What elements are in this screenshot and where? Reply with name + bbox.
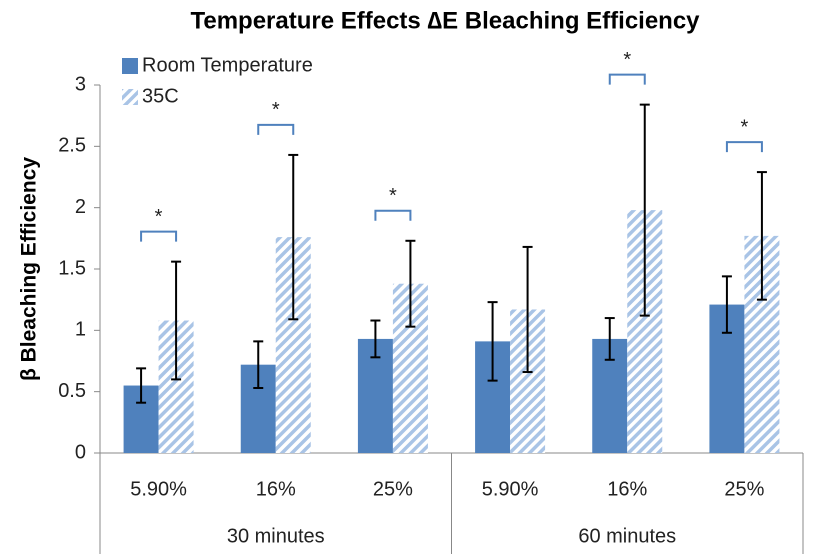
group-label: 60 minutes [578,525,676,547]
significance-bracket [374,209,412,221]
x-tick-label: 5.90% [130,478,187,500]
significance-label: * [272,99,280,121]
error-bar [405,239,416,328]
y-tick-label: 2 [75,196,86,218]
legend-swatch [122,58,138,74]
error-bar [253,340,264,389]
legend-label: Room Temperature [142,54,313,76]
error-bar [721,275,732,334]
significance-label: * [623,49,631,71]
error-bar [639,103,650,317]
significance-label: * [389,185,397,207]
legend-swatch [122,89,138,105]
error-bar [136,367,147,404]
error-bar [604,317,615,361]
chart-title: Temperature Effects ∆E Bleaching Efficie… [190,7,700,34]
y-tick-label: 0 [75,441,86,463]
error-bar [487,301,498,382]
legend-label: 35C [142,85,179,107]
x-tick-label: 25% [724,478,764,500]
significance-label: * [741,116,749,138]
group-label: 30 minutes [227,525,325,547]
y-tick-label: 3 [75,73,86,95]
significance-bracket [257,123,295,135]
error-bar [370,319,381,359]
significance-bracket [140,230,178,242]
y-tick-label: 1 [75,319,86,341]
error-bar [288,153,299,321]
y-axis-label: β Bleaching Efficiency [18,157,41,381]
error-bar [171,260,182,381]
x-tick-label: 16% [607,478,647,500]
error-bar [522,245,533,374]
y-tick-label: 2.5 [58,135,86,157]
x-tick-label: 5.90% [482,478,539,500]
y-tick-label: 1.5 [58,257,86,279]
x-tick-label: 25% [373,478,413,500]
significance-bracket [608,73,646,85]
error-bar [756,171,767,301]
significance-label: * [155,206,163,228]
y-tick-label: 0.5 [58,380,86,402]
significance-bracket [725,141,763,153]
x-tick-label: 16% [256,478,296,500]
